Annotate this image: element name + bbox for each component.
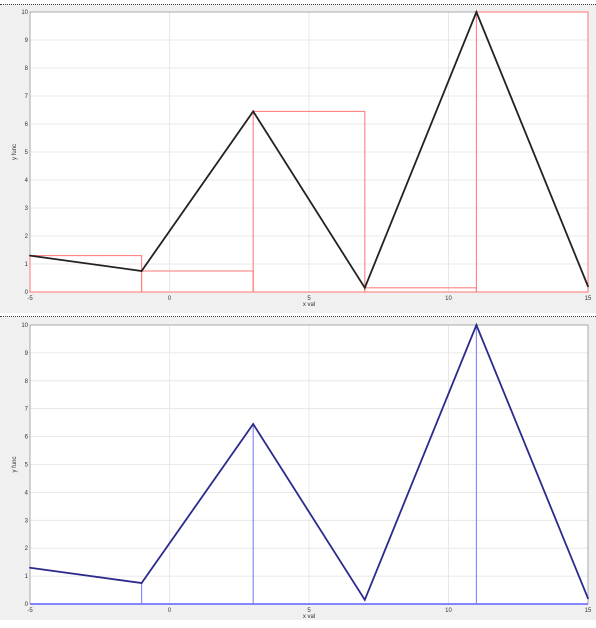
y-tick-label: 9 [25, 38, 29, 44]
x-tick-label: 10 [445, 296, 452, 302]
data-point [140, 582, 143, 584]
y-tick-label: 8 [25, 379, 29, 385]
data-point [252, 423, 255, 425]
series-line [29, 322, 589, 602]
y-tick-label: 9 [25, 351, 29, 357]
data-point [475, 11, 478, 13]
data-point [587, 597, 589, 600]
y-tick-label: 3 [25, 518, 29, 524]
y-tick-label: 0 [25, 602, 29, 608]
data-point [475, 324, 478, 326]
x-axis-label: x val [303, 614, 315, 620]
x-tick-label: 0 [168, 608, 172, 614]
figure-bottom: -5 0 5 10 15 0 1 2 3 4 5 6 7 8 9 10 x val y func [0, 316, 596, 620]
data-point [29, 566, 31, 569]
y-tick-label: 7 [25, 407, 29, 413]
y-tick-label: 5 [25, 463, 29, 469]
y-axis-label: y func [12, 456, 18, 472]
data-point [140, 270, 143, 272]
y-tick-label: 5 [25, 150, 29, 156]
y-tick-label: 6 [25, 435, 29, 441]
data-point [363, 286, 366, 289]
y-tick-label: 1 [25, 574, 29, 580]
y-tick-label: 10 [21, 323, 28, 329]
y-tick-label: 4 [25, 178, 29, 184]
figure-top: -5 0 5 10 15 0 1 2 3 4 5 6 7 8 9 10 x val y func [0, 4, 596, 313]
y-tick-label: 2 [25, 234, 29, 240]
y-tick-label: 2 [25, 546, 29, 552]
x-tick-label: -5 [27, 296, 33, 302]
series-line [29, 9, 589, 290]
y-tick-label: 7 [25, 94, 29, 100]
y-tick-label: 4 [25, 490, 29, 496]
y-axis-label: y func [12, 144, 18, 160]
x-axis-label: x val [303, 302, 315, 308]
y-tick-label: 1 [25, 262, 29, 268]
data-point [252, 110, 255, 113]
x-tick-label: 15 [585, 608, 592, 614]
y-tick-label: 10 [21, 10, 28, 16]
x-tick-label: 5 [307, 608, 311, 614]
data-point [587, 285, 589, 288]
x-tick-label: -5 [27, 608, 33, 614]
x-tick-label: 5 [307, 296, 311, 302]
y-tick-label: 6 [25, 122, 29, 128]
y-tick-label: 0 [25, 290, 29, 296]
y-tick-label: 8 [25, 66, 29, 72]
overlay-rect [475, 11, 589, 293]
overlay-rect [252, 110, 366, 293]
x-tick-label: 15 [585, 296, 592, 302]
x-tick-label: 0 [168, 296, 172, 302]
y-tick-label: 3 [25, 206, 29, 212]
x-tick-label: 10 [445, 608, 452, 614]
data-point [363, 598, 366, 601]
data-point [29, 254, 31, 257]
